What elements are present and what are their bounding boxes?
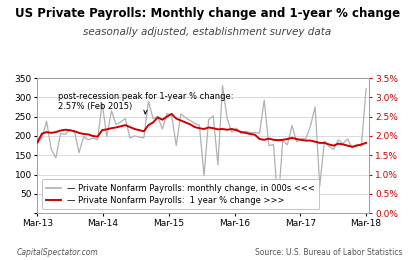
Text: US Private Payrolls: Monthly change and 1-year % change: US Private Payrolls: Monthly change and …	[15, 6, 400, 20]
Text: CapitalSpectator.com: CapitalSpectator.com	[17, 248, 98, 257]
Text: seasonally adjusted, establishment survey data: seasonally adjusted, establishment surve…	[83, 27, 332, 37]
Text: post-recession peak for 1-year % change:
2.57% (Feb 2015): post-recession peak for 1-year % change:…	[59, 92, 234, 114]
Legend: — Private Nonfarm Payrolls: monthly change, in 000s <<<, — Private Nonfarm Payro: — Private Nonfarm Payrolls: monthly chan…	[42, 179, 320, 209]
Text: Source: U.S. Bureau of Labor Statistics: Source: U.S. Bureau of Labor Statistics	[255, 248, 403, 257]
